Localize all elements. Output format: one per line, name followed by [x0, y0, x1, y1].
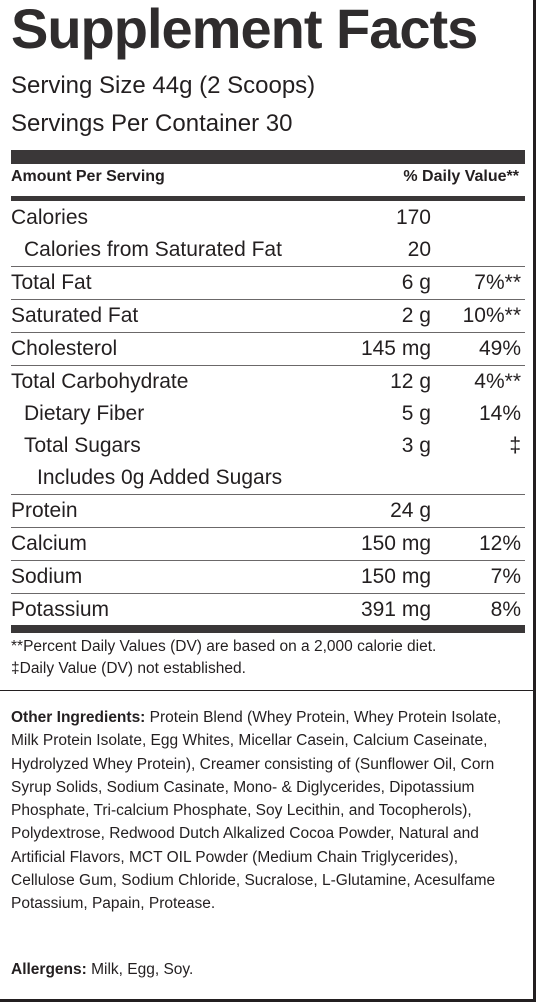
nutrient-row: Calories 170	[11, 202, 525, 234]
nutrient-dv: 49%	[478, 337, 521, 360]
nutrient-row: Calcium 150 mg 12%	[11, 528, 525, 560]
footnote-dv-basis: **Percent Daily Values (DV) are based on…	[11, 638, 437, 655]
top-thick-bar	[11, 150, 525, 164]
other-ingredients-label: Other Ingredients:	[11, 709, 146, 726]
nutrient-amount: 150 mg	[360, 565, 431, 588]
servings-per-container: Servings Per Container 30	[11, 110, 293, 137]
row-divider	[11, 494, 525, 495]
nutrient-row: Potassium 391 mg 8%	[11, 594, 525, 626]
nutrient-amount: 5 g	[401, 402, 431, 425]
nutrient-name: Protein	[11, 499, 78, 522]
nutrient-name: Sodium	[11, 565, 83, 588]
bottom-thick-bar	[11, 625, 525, 633]
nutrient-name: Total Carbohydrate	[11, 370, 189, 393]
nutrient-name: Calories from Saturated Fat	[24, 238, 282, 261]
nutrient-dv: 7%	[490, 565, 521, 588]
amount-per-serving-header: Amount Per Serving	[11, 168, 165, 185]
row-divider	[11, 299, 525, 300]
nutrient-name: Potassium	[11, 598, 110, 621]
footnote-dv-not-established: ‡Daily Value (DV) not established.	[11, 660, 246, 677]
nutrient-amount: 145 mg	[360, 337, 431, 360]
section-divider	[0, 690, 536, 691]
row-divider	[11, 266, 525, 267]
allergens-label: Allergens:	[11, 961, 87, 978]
panel-title: Supplement Facts	[11, 0, 478, 60]
nutrient-name: Includes 0g Added Sugars	[37, 466, 283, 489]
nutrient-amount: 150 mg	[360, 532, 431, 555]
nutrient-name: Saturated Fat	[11, 304, 139, 327]
row-divider	[11, 332, 525, 333]
nutrient-dv: 12%	[478, 532, 521, 555]
nutrient-amount: 2 g	[401, 304, 431, 327]
nutrient-amount: 6 g	[401, 271, 431, 294]
daily-value-header: % Daily Value**	[403, 168, 519, 185]
nutrient-row: Includes 0g Added Sugars	[11, 462, 525, 494]
row-divider	[11, 527, 525, 528]
nutrient-row: Total Sugars 3 g ‡	[11, 430, 525, 462]
nutrient-name: Calcium	[11, 532, 87, 555]
row-divider	[11, 560, 525, 561]
other-ingredients: Other Ingredients: Protein Blend (Whey P…	[11, 706, 521, 916]
nutrient-row: Dietary Fiber 5 g 14%	[11, 398, 525, 430]
nutrient-dv: 4%**	[474, 370, 521, 393]
serving-size: Serving Size 44g (2 Scoops)	[11, 72, 316, 99]
other-ingredients-text: Protein Blend (Whey Protein, Whey Protei…	[11, 709, 502, 913]
nutrient-amount: 20	[407, 238, 431, 261]
nutrient-row: Total Carbohydrate 12 g 4%**	[11, 366, 525, 398]
nutrient-row: Total Fat 6 g 7%**	[11, 267, 525, 299]
nutrient-amount: 170	[395, 206, 431, 229]
nutrient-name: Cholesterol	[11, 337, 118, 360]
allergens-text: Milk, Egg, Soy.	[86, 961, 194, 978]
nutrient-amount: 24 g	[390, 499, 431, 522]
nutrient-row: Sodium 150 mg 7%	[11, 561, 525, 593]
nutrient-name: Dietary Fiber	[24, 402, 145, 425]
nutrient-dv: 10%**	[462, 304, 521, 327]
nutrient-row: Protein 24 g	[11, 495, 525, 527]
nutrient-name: Calories	[11, 206, 89, 229]
nutrient-dv: 14%	[478, 402, 521, 425]
nutrient-dv: 8%	[490, 598, 521, 621]
row-divider	[11, 365, 525, 366]
allergens: Allergens: Milk, Egg, Soy.	[11, 961, 193, 979]
nutrient-dv: 7%**	[474, 271, 521, 294]
nutrient-amount: 391 mg	[360, 598, 431, 621]
nutrient-row: Cholesterol 145 mg 49%	[11, 333, 525, 365]
nutrient-name: Total Fat	[11, 271, 92, 294]
nutrient-dv: ‡	[509, 434, 521, 457]
nutrient-amount: 12 g	[390, 370, 431, 393]
nutrient-row: Calories from Saturated Fat 20	[11, 234, 525, 266]
row-divider	[11, 593, 525, 594]
header-bar	[11, 196, 525, 201]
nutrient-row: Saturated Fat 2 g 10%**	[11, 300, 525, 332]
nutrient-amount: 3 g	[401, 434, 431, 457]
nutrient-name: Total Sugars	[24, 434, 141, 457]
